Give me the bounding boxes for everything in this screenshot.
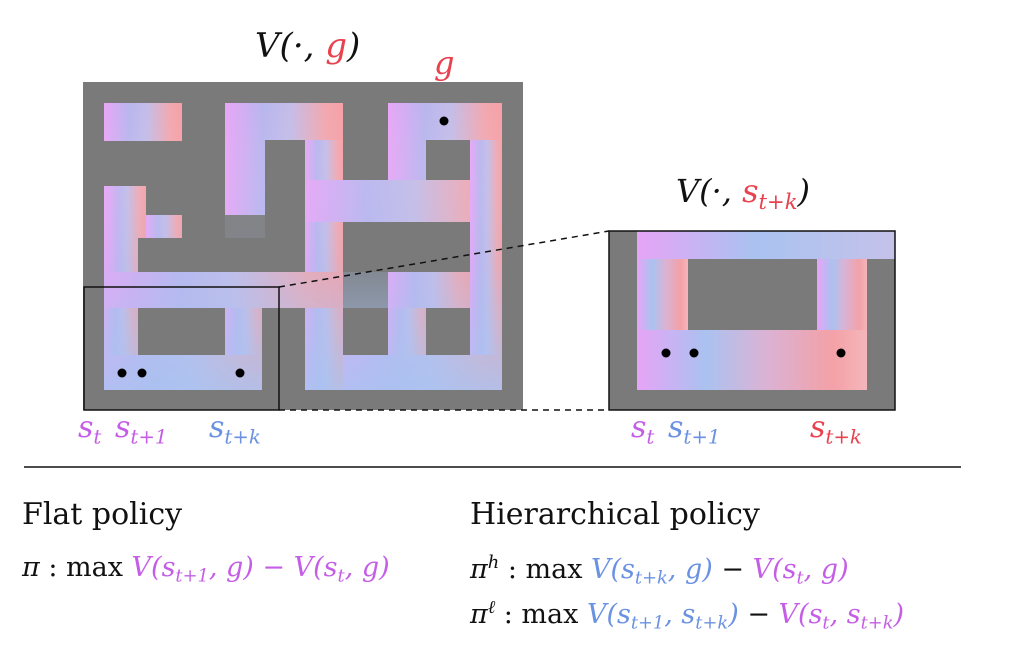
full-st-label: st xyxy=(78,410,102,449)
zoom-st-label: st xyxy=(631,410,655,449)
full-maze-title: V(·, g) xyxy=(255,26,361,66)
flat-policy-formula: π : max V(st+1, g) − V(st, g) xyxy=(22,552,390,587)
hier-low-formula: πℓ : max V(st+1, st+k) − V(st, st+k) xyxy=(470,597,905,634)
goal-label: g xyxy=(434,44,455,82)
flat-policy-heading: Flat policy xyxy=(22,497,183,532)
zoom-maze xyxy=(608,230,896,411)
zoom-stk-dot xyxy=(836,348,846,358)
stk-dot xyxy=(235,368,245,378)
full-maze-inner-walls xyxy=(104,103,470,410)
goal-dot xyxy=(439,116,449,126)
full-st1-label: st+1 xyxy=(115,410,168,449)
hier-high-formula: πh : max V(st+k, g) − V(st, g) xyxy=(470,552,849,589)
zoom-st-dot xyxy=(661,348,671,358)
hier-policy-heading: Hierarchical policy xyxy=(470,497,760,532)
zoom-maze-frame xyxy=(608,230,896,411)
zoom-st1-label: st+1 xyxy=(668,410,721,449)
full-stk-label: st+k xyxy=(209,410,261,449)
full-maze xyxy=(83,82,523,411)
zoom-stk-label: st+k xyxy=(810,410,862,449)
zoom-maze-title: V(·, st+k) xyxy=(676,172,810,214)
zoom-st1-dot xyxy=(689,348,699,358)
st-dot xyxy=(117,368,127,378)
zoom-inner-wall xyxy=(688,259,817,330)
zoom-window-frame xyxy=(83,286,280,411)
st1-dot xyxy=(137,368,147,378)
connector-top xyxy=(278,230,610,288)
